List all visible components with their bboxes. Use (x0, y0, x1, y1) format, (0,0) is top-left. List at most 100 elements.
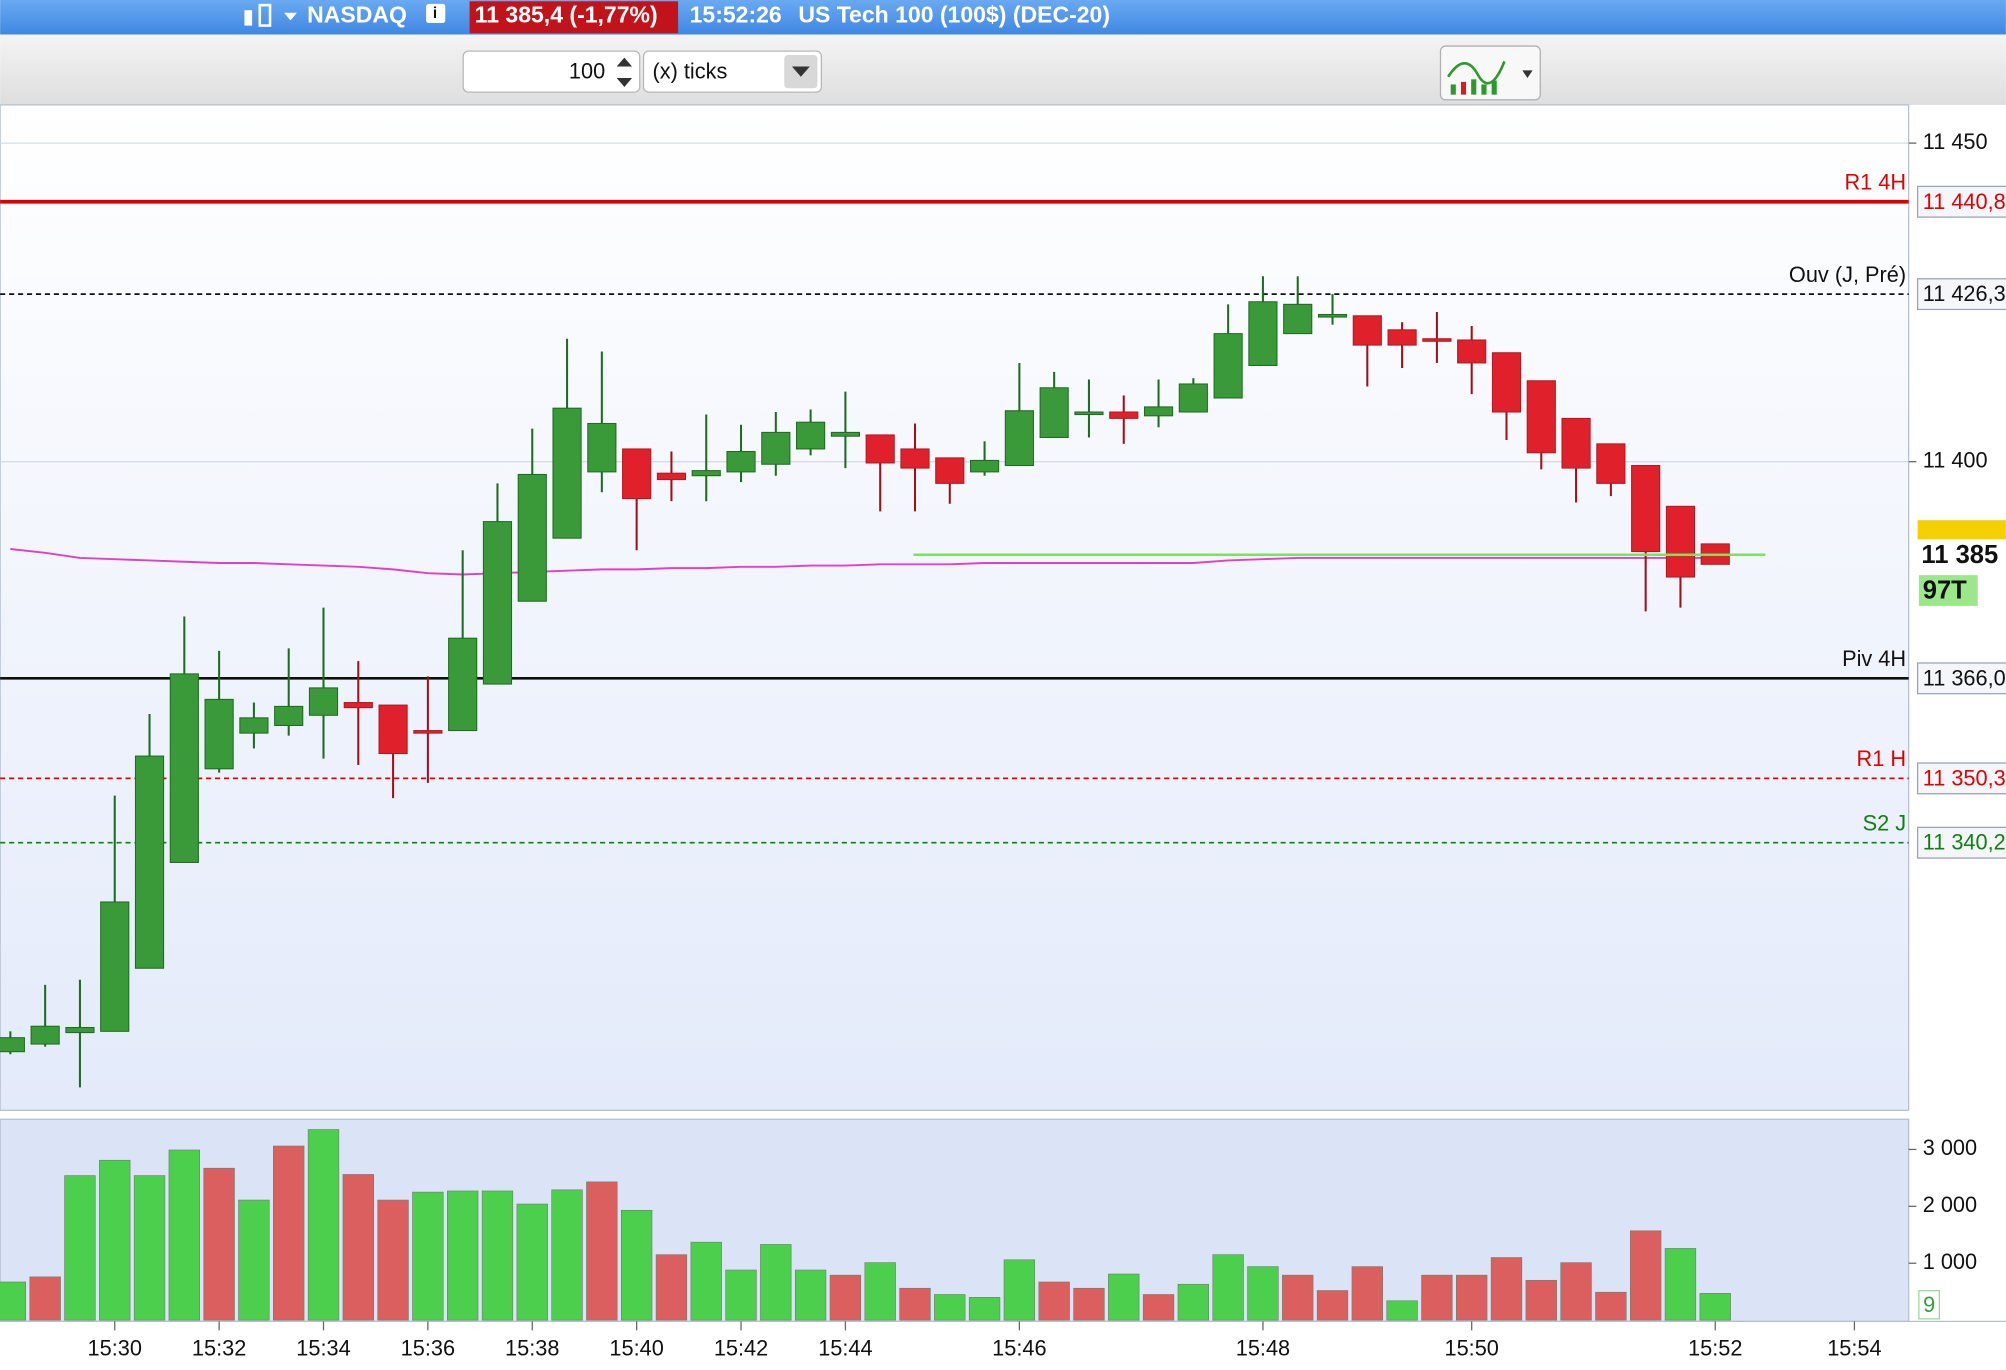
candle-body (1074, 411, 1104, 416)
x-tick-label: 15:50 (1444, 1335, 1498, 1360)
volume-bar (829, 1274, 862, 1321)
level-name: R1 4H (1844, 170, 1906, 195)
clock: 15:52:26 (690, 2, 782, 28)
plot: 11 450 11 400 R1 4H 11 440,8 Ouv (J, Pré) 11 … (0, 129, 2006, 1360)
volume-bar (551, 1189, 583, 1321)
candle-body (204, 698, 234, 770)
candle-body (1422, 338, 1452, 342)
candle-body (1457, 339, 1487, 364)
last-price-tag (1917, 539, 2006, 571)
last-price-label: 11 385 (1921, 541, 1998, 569)
volume-bar (342, 1174, 374, 1321)
volume-bar (1247, 1266, 1279, 1321)
moving-average (10, 548, 1716, 576)
x-tick-label: 15:54 (1827, 1335, 1881, 1360)
volume-bar (64, 1175, 96, 1321)
candle-body (1352, 315, 1382, 346)
volume-bar (690, 1241, 722, 1321)
candle-body (587, 422, 617, 473)
candle-body (0, 1037, 25, 1053)
candle-body (448, 637, 478, 732)
volume-bar (377, 1199, 409, 1321)
candle-body (30, 1025, 60, 1045)
y-tick-label: 11 400 (1923, 447, 1988, 472)
candle-body (1039, 387, 1069, 439)
volume-bar (1003, 1259, 1036, 1321)
volume-bar (934, 1294, 966, 1321)
candle-body (239, 717, 269, 734)
candle-body (308, 687, 339, 716)
candle-body (169, 673, 199, 863)
volume-bar (1038, 1281, 1070, 1321)
candle-body (1526, 380, 1556, 454)
level-price: 11 366,0 (1923, 665, 2006, 690)
title-bar (0, 0, 2006, 35)
chart-type-icon[interactable] (244, 3, 297, 27)
instrument[interactable]: NASDAQ (307, 2, 407, 28)
tick-counter-box (1918, 575, 1978, 606)
candle-body (274, 705, 304, 726)
candle-body (134, 755, 165, 969)
candle-body (1317, 314, 1348, 318)
x-tick-label: 15:32 (192, 1335, 246, 1360)
candle-body (517, 473, 547, 602)
arrow-glyph (791, 66, 810, 77)
counter-box (1918, 1290, 1940, 1320)
volume-bar (1212, 1254, 1244, 1321)
level-price: 11 340,2 (1923, 830, 2006, 855)
x-tick-label: 15:52 (1688, 1335, 1742, 1360)
level-name: R1 H (1857, 746, 1907, 771)
volume-bar (481, 1190, 514, 1321)
volume-bar (203, 1167, 235, 1321)
volume-bar (307, 1129, 340, 1321)
x-tick-label: 15:34 (296, 1335, 350, 1360)
volume-counter: 9 (1923, 1292, 1935, 1317)
volume-bar (1629, 1230, 1662, 1321)
candle-body (65, 1026, 95, 1034)
candle-body (935, 457, 965, 484)
y-tick-label: 1 000 (1923, 1249, 1977, 1274)
x-tick-label: 15:30 (88, 1335, 142, 1360)
volume-bar (133, 1175, 166, 1321)
x-tick-label: 15:46 (992, 1335, 1046, 1360)
candle-body (1004, 410, 1034, 467)
volume-bar (1421, 1274, 1453, 1321)
info-icon[interactable] (426, 3, 446, 24)
candle-body (1248, 301, 1278, 367)
volume-bar (516, 1203, 548, 1321)
level-price: 11 440,8 (1923, 189, 2006, 214)
candle-body (1596, 443, 1626, 484)
volume-bar (273, 1145, 305, 1321)
tick-unit-select[interactable] (642, 50, 822, 93)
level-name: Ouv (J, Pré) (1789, 262, 1906, 287)
tick-count-input[interactable] (462, 50, 641, 93)
candle-body (1561, 417, 1591, 469)
tick-counter: 97T (1923, 577, 1967, 605)
spinner[interactable] (616, 57, 633, 87)
toolbar (0, 34, 2006, 105)
candle-body (100, 901, 130, 1032)
volume-bar (1351, 1266, 1383, 1321)
candle-body (900, 448, 930, 469)
volume-bar (29, 1276, 61, 1321)
candle-body (343, 702, 373, 709)
volume-bar (0, 1281, 27, 1321)
last-price-flag (1917, 520, 2006, 541)
candle-body (865, 434, 895, 464)
price-badge (469, 1, 679, 34)
tick-count: 100 (569, 59, 605, 84)
volume-bar (1142, 1294, 1175, 1321)
x-tick-label: 15:48 (1236, 1335, 1290, 1360)
volume-bar (725, 1269, 757, 1321)
price-change: 11 385,4 (-1,77%) (475, 2, 658, 28)
volume-bar (1386, 1300, 1418, 1321)
volume-bar (1456, 1274, 1488, 1321)
candle-body (1143, 406, 1174, 417)
price-panel (0, 104, 1910, 1111)
volume-bar (899, 1287, 931, 1321)
candle-body (656, 472, 687, 481)
candle-body (622, 448, 652, 500)
level-tag (1916, 826, 2006, 859)
volume-bar (1177, 1283, 1210, 1321)
